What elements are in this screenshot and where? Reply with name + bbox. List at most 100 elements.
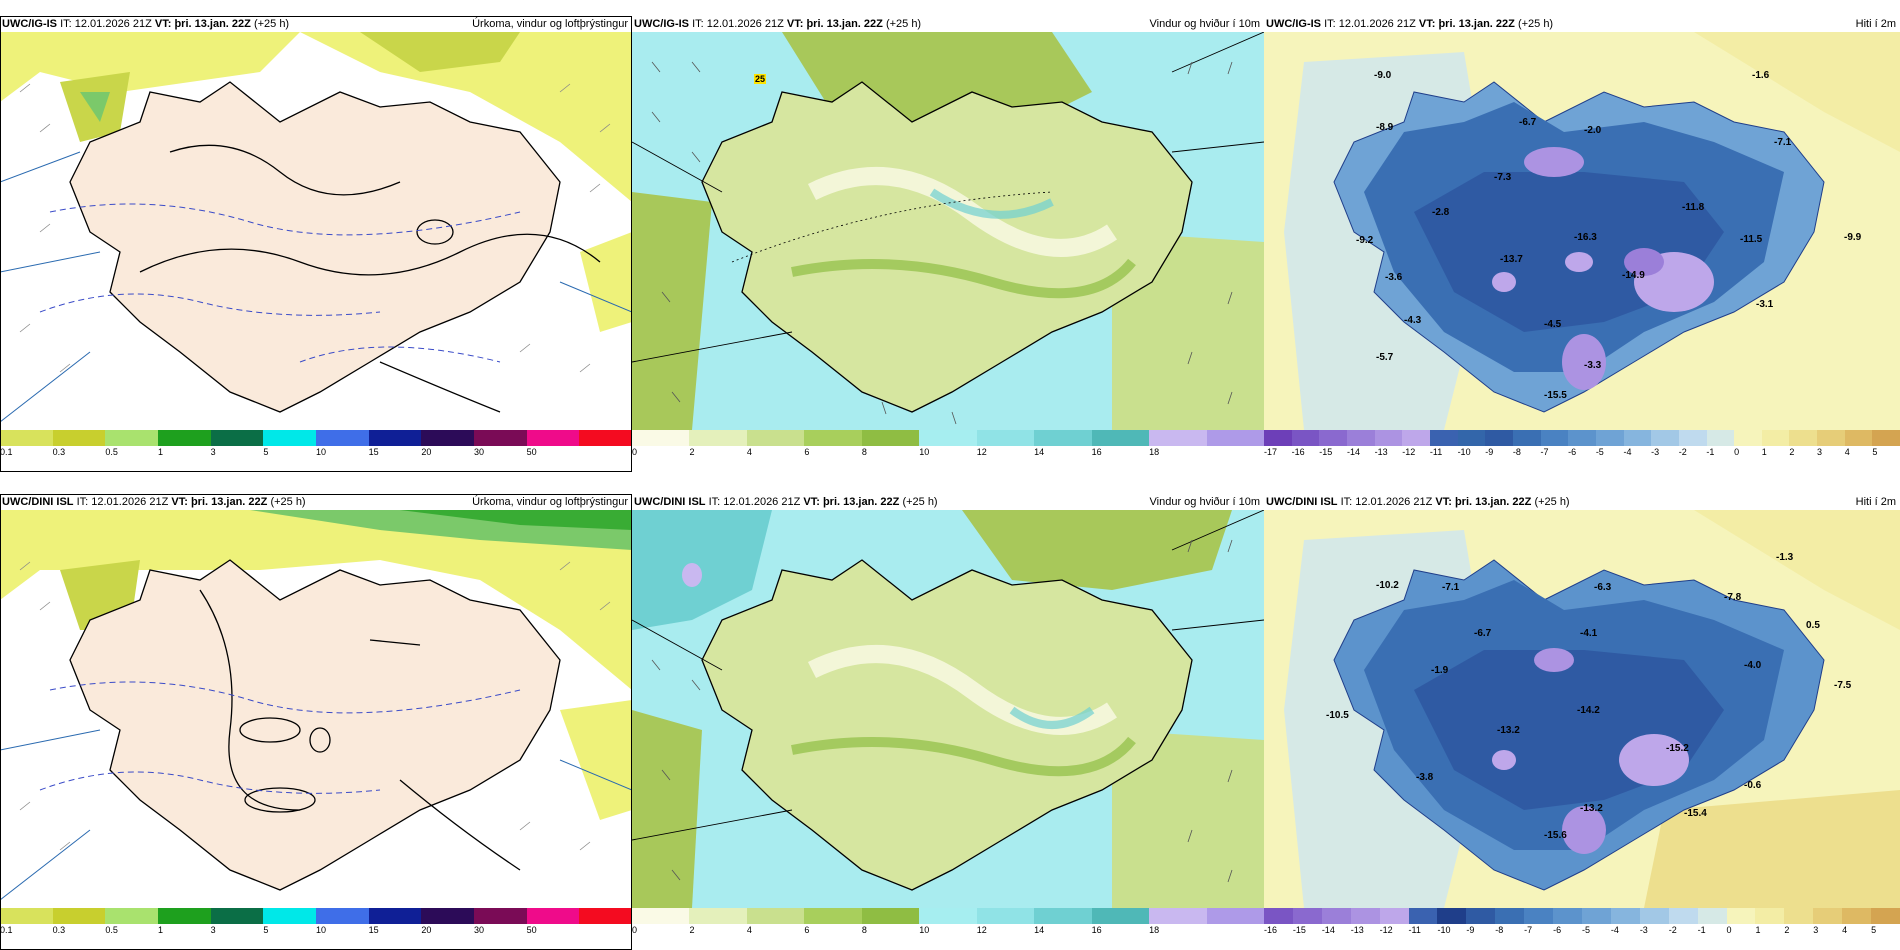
colorbar-tick-label: -2 [1678, 447, 1687, 457]
panel-title: Úrkoma, vindur og loftþrýstingur [472, 496, 628, 508]
colorbar-tick-label: 20 [421, 447, 432, 457]
temperature-value: -1.3 [1776, 552, 1794, 563]
colorbar-tick-label: 0 [1734, 447, 1740, 457]
colorbar-swatch [1457, 430, 1486, 446]
colorbar-swatch [105, 430, 159, 446]
wind-map[interactable]: 25 [632, 32, 1264, 430]
temperature-value: -8.9 [1376, 122, 1394, 133]
model-name: UWC/IG-IS [2, 18, 57, 30]
colorbar-tick-label: -10 [1457, 447, 1471, 457]
wind-map-svg: 25 [632, 32, 1264, 430]
colorbar-swatch [1034, 908, 1092, 924]
colorbar-swatch [861, 430, 920, 446]
it-label: IT: [1324, 18, 1336, 30]
colorbar-tick-label: -17 [1264, 447, 1278, 457]
panel-top-precip: UWC/IG-IS IT: 12.01.2026 21Z VT: þri. 13… [0, 16, 632, 472]
it-value: 12.01.2026 21Z [91, 496, 169, 508]
colorbar-swatch [1678, 430, 1707, 446]
vt-label: VT: [786, 18, 804, 30]
it-label: IT: [76, 496, 89, 508]
colorbar-swatch [1706, 430, 1735, 446]
colorbar-swatch [1350, 908, 1380, 924]
colorbar-tick-label: 1 [1761, 447, 1767, 457]
colorbar-tick-label: -10 [1437, 925, 1451, 935]
temperature-value: -15.4 [1684, 808, 1707, 819]
temperature-value: -10.5 [1326, 710, 1349, 721]
colorbar-swatch [804, 908, 862, 924]
colorbar-tick-label: -9 [1466, 925, 1475, 935]
wind-max-label: 25 [755, 74, 765, 84]
wind-map[interactable] [632, 510, 1264, 908]
wind-map-svg [632, 510, 1264, 908]
colorbar-swatch [1321, 908, 1351, 924]
colorbar-swatch [976, 430, 1035, 446]
it-label: IT: [708, 496, 721, 508]
colorbar-tick-label: 0.3 [52, 925, 66, 935]
colorbar-tick-label: -13 [1350, 925, 1364, 935]
colorbar-tick-label: 15 [368, 447, 379, 457]
panel-header: UWC/IG-IS IT: 12.01.2026 21Z VT: þri. 13… [0, 16, 632, 32]
temperature-value: -4.1 [1580, 628, 1598, 639]
temp-map[interactable]: -10.2 -7.1 -6.3 -1.3 -7.8 -6.7 -4.1 0.5 -4.0 -1.9… [1264, 510, 1900, 908]
vt-value: þri. 13.jan. 22Z [822, 496, 900, 508]
colorbar-swatch [579, 430, 632, 446]
colorbar-swatch [0, 430, 53, 446]
vt-label: VT: [154, 18, 172, 30]
it-value: 12.01.2026 21Z [74, 18, 152, 30]
colorbar-swatch [1813, 908, 1843, 924]
colorbar-swatch [1610, 908, 1640, 924]
colorbar-swatch [1817, 430, 1845, 446]
temperature-value: -15.5 [1544, 390, 1567, 401]
colorbar-tick-label: 20 [421, 925, 432, 935]
colorbar-tick-label: -14 [1321, 925, 1335, 935]
colorbar-tick-label: 16 [1091, 925, 1102, 935]
colorbar-tick-label: -12 [1402, 447, 1416, 457]
colorbar-swatch [1485, 430, 1513, 446]
colorbar-tick-label: 30 [474, 447, 485, 457]
colorbar-swatch [1149, 430, 1207, 446]
colorbar-swatch [1437, 908, 1467, 924]
panel-top-temp: UWC/IG-IS IT: 12.01.2026 21Z VT: þri. 13… [1264, 16, 1900, 472]
temperature-value: -3.1 [1756, 299, 1774, 310]
colorbar-swatch [1466, 908, 1496, 924]
colorbar-swatch [1206, 430, 1264, 446]
colorbar-swatch [1726, 908, 1756, 924]
colorbar-tick-label: 4 [1842, 925, 1848, 935]
colorbar-tick-label: -8 [1512, 447, 1521, 457]
colorbar-tick-label: 0.3 [52, 447, 66, 457]
temp-map[interactable]: -9.0 -8.9 -6.7 -2.0 -1.6 -7.1 -7.3 -2.8 -11.8 -9.… [1264, 32, 1900, 430]
it-value: 12.01.2026 21Z [1355, 496, 1433, 508]
colorbar-tick-label: -16 [1291, 447, 1305, 457]
colorbar-swatch [1668, 908, 1698, 924]
panel-bottom-precip: UWC/DINI ISL IT: 12.01.2026 21Z VT: þri.… [0, 494, 632, 950]
colorbar-swatch [105, 908, 159, 924]
colorbar-tick-label: 4 [746, 447, 752, 457]
temp-map-svg [1264, 510, 1900, 908]
temperature-value: -7.8 [1724, 592, 1742, 603]
colorbar-tick-label: 8 [861, 447, 867, 457]
colorbar-tick-label: 1 [158, 925, 164, 935]
colorbar-tick-label: 5 [1872, 447, 1878, 457]
colorbar-tick-label: -7 [1524, 925, 1533, 935]
wind-colorbar: 0 2 4 6 8 10 12 14 16 18 [632, 908, 1264, 938]
colorbar-tick-label: 2 [689, 447, 695, 457]
temperature-value: -0.6 [1744, 780, 1762, 791]
panel-header: UWC/DINI ISL IT: 12.01.2026 21Z VT: þri.… [0, 494, 632, 510]
colorbar-swatch [421, 430, 475, 446]
colorbar-tick-label: 2 [689, 925, 695, 935]
colorbar-swatch [368, 430, 422, 446]
colorbar-swatch [1789, 430, 1818, 446]
colorbar-swatch [1872, 430, 1900, 446]
panel-top-wind: UWC/IG-IS IT: 12.01.2026 21Z VT: þri. 13… [632, 16, 1264, 472]
colorbar-tick-label: 10 [316, 925, 327, 935]
colorbar-tick-label: 6 [804, 925, 810, 935]
colorbar-swatch [1319, 430, 1347, 446]
colorbar-tick-label: 3 [1817, 447, 1823, 457]
precip-map[interactable] [0, 32, 632, 430]
colorbar-tick-label: -9 [1485, 447, 1494, 457]
precip-map[interactable] [0, 510, 632, 908]
colorbar-tick-label: -4 [1610, 925, 1619, 935]
precip-colorbar: 0.1 0.3 0.5 1 3 5 10 15 20 30 50 [0, 908, 632, 938]
colorbar-swatch [1091, 908, 1150, 924]
colorbar-swatch [1761, 430, 1790, 446]
